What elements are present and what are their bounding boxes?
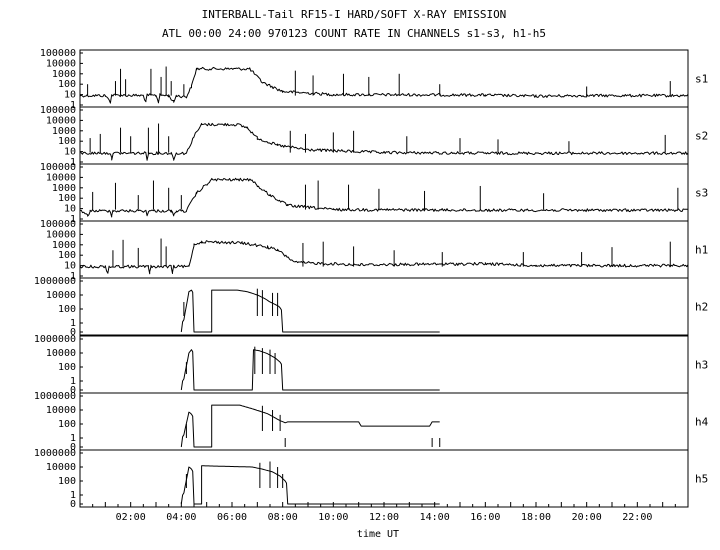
y-tick-label-s3: 10000: [46, 172, 76, 183]
x-tick-label: 04:00: [166, 512, 196, 523]
panel-frame-s1: [79, 49, 689, 108]
y-tick-label-h4: 100: [58, 419, 76, 430]
y-tick-label-s2: 1: [70, 157, 76, 168]
x-axis-label: time UT: [357, 529, 399, 540]
panel-h3: 1000000 10000 100 10 h3: [34, 334, 708, 396]
panel-frame-h3: [79, 335, 689, 394]
channel-label-s1: s1: [695, 73, 708, 86]
y-tick-label-s2: 100000: [40, 105, 76, 116]
y-tick-label-h3: 1000000: [34, 334, 76, 345]
y-tick-label-h1: 100: [58, 250, 76, 261]
y-tick-label-h5: 1: [70, 490, 76, 501]
panel-frame-h4: [79, 392, 689, 451]
y-tick-label-s3: 100000: [40, 162, 76, 173]
y-tick-label-h1: 100000: [40, 219, 76, 230]
y-tick-label-h1: 1000: [52, 240, 76, 251]
channel-label-h5: h5: [695, 473, 708, 486]
y-tick-label-s2: 1000: [52, 126, 76, 137]
time-axis: 02:00 04:00 06:00 08:00 10:00 12:00 14:00 16:00…: [79, 502, 689, 523]
trace-h3: [180, 349, 440, 391]
y-tick-label-h1: 10000: [46, 229, 76, 240]
trace-h5: [180, 465, 440, 505]
y-tick-label-h2: 1: [70, 318, 76, 329]
channel-label-h3: h3: [695, 359, 708, 372]
y-tick-label-s2: 10: [64, 147, 76, 158]
x-tick-label: 08:00: [268, 512, 298, 523]
channel-label-s2: s2: [695, 130, 708, 143]
panel-h2: 1000000 10000 100 10 h2: [34, 276, 708, 338]
y-tick-label-h4: 1: [70, 433, 76, 444]
chart-title: INTERBALL-Tail RF15-I HARD/SOFT X-RAY EM…: [202, 8, 507, 21]
y-tick-label-s3: 1: [70, 214, 76, 225]
y-tick-label-s1: 10: [64, 90, 76, 101]
y-tick-label-h5: 100: [58, 476, 76, 487]
y-tick-label-h5: 10000: [46, 462, 76, 473]
y-tick-label-h3: 100: [58, 362, 76, 373]
trace-h1: [79, 240, 689, 275]
y-tick-label-h5: 1000000: [34, 448, 76, 459]
panel-frame-s2: [79, 106, 689, 165]
x-tick-label: 20:00: [572, 512, 602, 523]
y-tick-label-s1: 1: [70, 100, 76, 111]
y-tick-label-h2: 0: [70, 327, 76, 338]
y-tick-label-s3: 1000: [52, 183, 76, 194]
panel-h4: 1000000 10000 100 10 h4: [34, 391, 709, 453]
y-tick-label-h3: 0: [70, 385, 76, 396]
y-tick-label-h3: 1: [70, 376, 76, 387]
trace-h2: [180, 289, 440, 333]
x-tick-label: 22:00: [622, 512, 652, 523]
x-tick-label: 10:00: [318, 512, 348, 523]
trace-s3: [79, 177, 688, 218]
y-tick-label-s1: 100000: [40, 48, 76, 59]
y-tick-label-h4: 0: [70, 442, 76, 453]
panel-h5: 1000000 10000 100 10 h5: [34, 448, 708, 510]
y-tick-label-h2: 10000: [46, 290, 76, 301]
x-tick-label: 02:00: [116, 512, 146, 523]
y-tick-label-s1: 1000: [52, 69, 76, 80]
trace-s2: [80, 122, 689, 161]
y-tick-label-h2: 1000000: [34, 276, 76, 287]
channel-label-h1: h1: [695, 244, 708, 257]
y-tick-label-h2: 100: [58, 304, 76, 315]
y-tick-label-h4: 1000000: [34, 391, 76, 402]
trace-h4: [180, 404, 440, 448]
y-tick-label-s2: 10000: [46, 115, 76, 126]
x-tick-label: 18:00: [521, 512, 551, 523]
y-tick-label-h4: 10000: [46, 405, 76, 416]
channel-label-h2: h2: [695, 301, 708, 314]
channel-label-s3: s3: [695, 187, 708, 200]
x-tick-label: 06:00: [217, 512, 247, 523]
y-tick-label-s3: 10: [64, 204, 76, 215]
channel-label-h4: h4: [695, 416, 709, 429]
y-tick-label-s3: 100: [58, 193, 76, 204]
y-tick-label-h1: 10: [64, 261, 76, 272]
y-tick-label-h3: 10000: [46, 348, 76, 359]
x-tick-label: 16:00: [470, 512, 500, 523]
panel-frame-h5: [79, 449, 689, 508]
y-tick-label-h5: 0: [70, 499, 76, 510]
channel-panels: 100000100001000100101s110000010000100010…: [34, 48, 709, 510]
x-tick-label: 14:00: [420, 512, 450, 523]
chart-subtitle: ATL 00:00 24:00 970123 COUNT RATE IN CHA…: [162, 27, 546, 40]
y-tick-label-s1: 10000: [46, 58, 76, 69]
y-tick-label-h1: 1: [70, 271, 76, 282]
y-tick-label-s2: 100: [58, 136, 76, 147]
y-tick-label-s1: 100: [58, 79, 76, 90]
trace-s1: [79, 66, 689, 104]
x-tick-label: 12:00: [369, 512, 399, 523]
panel-frame-h2: [79, 277, 689, 336]
